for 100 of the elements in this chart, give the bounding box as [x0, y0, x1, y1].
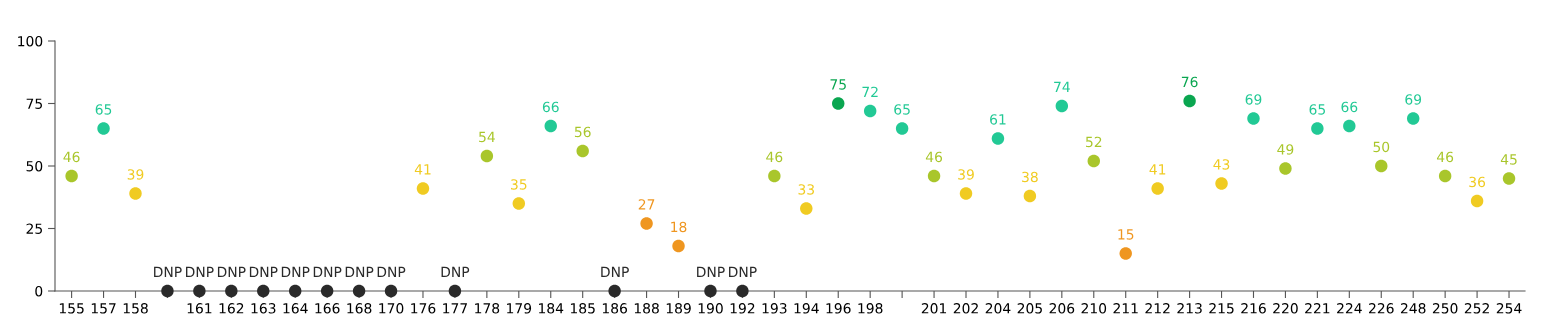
data-label: 46: [63, 151, 80, 163]
data-label: 54: [479, 131, 495, 143]
point: [1343, 119, 1356, 133]
point: [927, 169, 941, 183]
x-tick-label: 215: [1209, 303, 1234, 314]
point: [1375, 159, 1388, 173]
x-tick-label: 252: [1464, 303, 1489, 314]
point: [129, 187, 142, 200]
point: [512, 197, 526, 210]
point: [480, 149, 494, 163]
x-tick-label: 168: [347, 303, 372, 314]
data-label: 18: [671, 221, 687, 233]
x-tick-label: 188: [634, 303, 659, 314]
data-label: 43: [1213, 159, 1230, 170]
point: [608, 284, 621, 298]
x-tick-label: 193: [762, 303, 787, 314]
point: [832, 97, 845, 110]
y-tick-label: 0: [35, 285, 43, 297]
x-tick-label: 190: [698, 303, 723, 314]
data-label: 36: [1469, 176, 1486, 188]
x-tick-label: 254: [1496, 303, 1522, 314]
x-tick-label: 177: [443, 303, 467, 314]
x-tick-label: 176: [411, 303, 436, 314]
x-tick-label: 194: [794, 303, 819, 314]
point: [289, 284, 302, 298]
point: [384, 284, 398, 298]
data-label: DNP: [249, 266, 278, 277]
x-tick-label: 164: [283, 303, 308, 314]
point: [991, 132, 1005, 145]
point: [416, 182, 430, 195]
y-tick-label: 25: [26, 223, 42, 234]
point: [1119, 247, 1132, 260]
data-label: DNP: [697, 266, 725, 277]
data-label: 66: [542, 101, 559, 113]
point: [895, 122, 909, 135]
data-label: 35: [511, 179, 527, 190]
x-tick-label: 192: [730, 303, 755, 314]
x-tick-label: 224: [1337, 303, 1362, 314]
data-label: DNP: [186, 266, 214, 277]
point: [576, 144, 589, 158]
data-label: 61: [990, 114, 1006, 125]
point: [97, 122, 110, 135]
data-label: 27: [638, 199, 655, 210]
data-label: 76: [1181, 76, 1198, 88]
x-tick-label: 206: [1049, 303, 1075, 314]
data-label: 75: [830, 79, 846, 90]
data-label: 69: [1405, 94, 1422, 105]
y-tick-label: 50: [26, 160, 43, 172]
data-label: 74: [1054, 81, 1070, 92]
x-tick-label: 205: [1017, 303, 1042, 314]
x-tick-label: 201: [921, 303, 947, 314]
x-tick-label: 186: [602, 303, 628, 314]
point: [1183, 94, 1196, 108]
point: [1438, 169, 1452, 183]
data-label: 52: [1086, 136, 1102, 148]
x-tick-label: 250: [1432, 303, 1458, 314]
point: [768, 169, 781, 183]
point: [1470, 194, 1484, 208]
data-label: 65: [894, 104, 910, 115]
data-label: DNP: [217, 266, 246, 277]
data-label: 33: [798, 184, 815, 195]
data-label: 46: [1436, 151, 1454, 163]
point: [672, 239, 685, 253]
point: [65, 169, 78, 183]
data-label: 49: [1277, 144, 1294, 155]
point: [1055, 99, 1069, 113]
point: [1215, 177, 1228, 190]
x-tick-label: 179: [507, 303, 532, 314]
x-tick-label: 226: [1369, 303, 1394, 314]
data-label: DNP: [281, 266, 310, 277]
x-tick-label: 204: [985, 303, 1011, 314]
point: [1502, 172, 1516, 185]
data-label: DNP: [441, 266, 470, 277]
point: [448, 284, 462, 298]
x-tick-label: 198: [858, 303, 883, 314]
x-tick-label: 220: [1273, 303, 1298, 314]
data-label: 72: [862, 86, 878, 97]
point: [225, 284, 238, 298]
x-tick-label: 211: [1113, 303, 1138, 314]
data-label: DNP: [154, 266, 182, 277]
x-tick-label: 189: [666, 303, 691, 314]
x-tick-label: 162: [219, 303, 244, 314]
point: [640, 217, 653, 230]
point: [1087, 154, 1100, 168]
data-label: 38: [1022, 171, 1038, 183]
x-tick-label: 161: [187, 303, 212, 314]
data-label: 46: [766, 151, 783, 163]
point: [352, 284, 366, 298]
x-tick-label: 210: [1081, 303, 1107, 314]
point: [193, 284, 206, 298]
data-label: DNP: [601, 266, 629, 277]
y-tick-label: 100: [18, 35, 43, 47]
x-tick-label: 248: [1400, 303, 1426, 314]
data-label: 39: [958, 169, 974, 180]
data-label: 50: [1373, 141, 1390, 153]
point: [1247, 112, 1260, 125]
x-tick-label: 157: [91, 303, 116, 314]
data-label: 65: [1309, 104, 1325, 115]
point: [959, 187, 973, 200]
x-tick-label: 196: [826, 303, 851, 314]
